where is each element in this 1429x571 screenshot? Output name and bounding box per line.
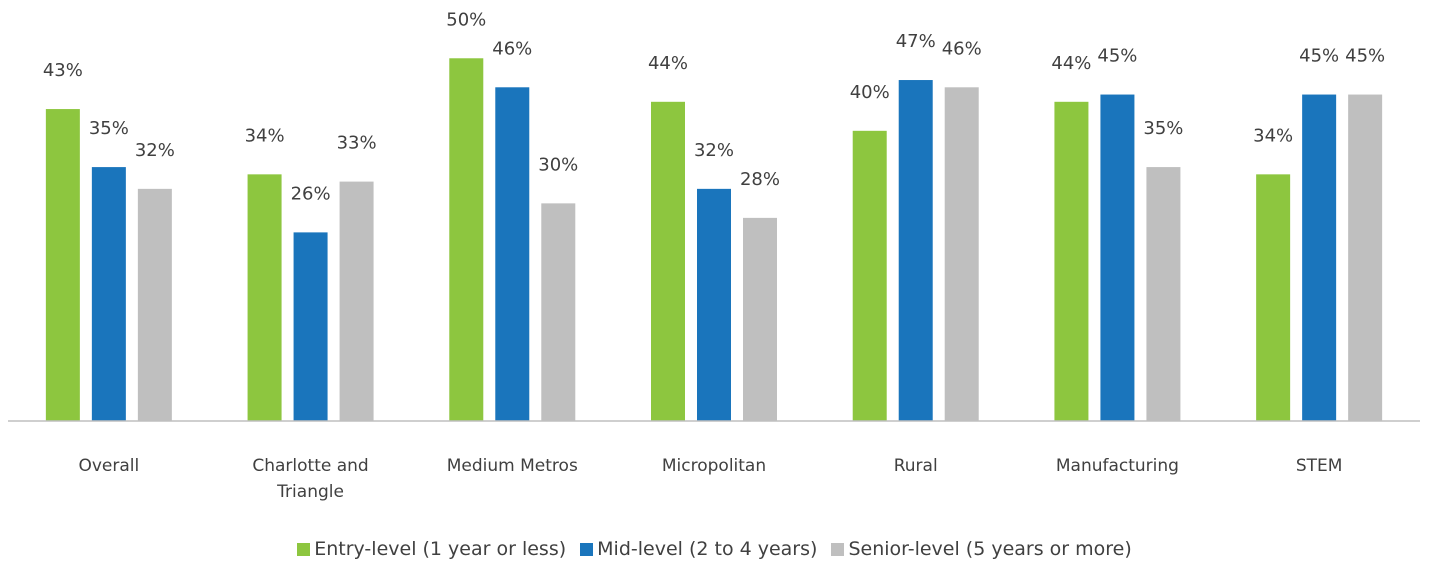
value-label: 30% [538, 154, 578, 175]
legend-item: Mid-level (2 to 4 years) [580, 538, 817, 560]
value-label: 46% [492, 38, 532, 59]
value-label: 34% [1253, 125, 1293, 146]
legend-item: Entry-level (1 year or less) [297, 538, 566, 560]
value-label: 40% [850, 82, 890, 103]
value-label: 34% [245, 125, 285, 146]
bar [697, 188, 731, 421]
x-tick-label: STEM [1295, 456, 1343, 476]
value-label: 35% [1143, 118, 1183, 139]
x-tick-label: Overall [78, 456, 140, 476]
legend-label: Entry-level (1 year or less) [314, 538, 567, 560]
bar [339, 181, 374, 421]
value-label: 32% [135, 140, 175, 161]
x-tick-label: Charlotte and Triangle [252, 456, 369, 502]
value-label: 45% [1097, 46, 1137, 67]
bar [1100, 94, 1135, 421]
bar [1348, 94, 1383, 421]
bar [137, 188, 172, 421]
x-tick-label: Micropolitan [661, 456, 767, 476]
bar [944, 87, 979, 422]
bar [1146, 167, 1181, 421]
value-label: 32% [694, 140, 734, 161]
value-label: 45% [1345, 46, 1385, 67]
bar [247, 174, 282, 421]
bar [651, 101, 685, 422]
bar [495, 87, 530, 422]
value-label: 33% [337, 133, 377, 154]
bar [541, 203, 576, 421]
bar [852, 130, 887, 421]
bar [1256, 174, 1291, 421]
value-label: 35% [89, 118, 129, 139]
value-label: 45% [1299, 46, 1339, 67]
legend-swatch [580, 542, 594, 556]
bar [898, 80, 933, 421]
value-label: 44% [648, 53, 688, 74]
legend: Entry-level (1 year or less) Mid-level (2… [0, 538, 1429, 560]
bar [449, 58, 484, 421]
value-label: 28% [740, 169, 780, 190]
legend-item: Senior-level (5 years or more) [831, 538, 1132, 560]
x-tick-label: Manufacturing [1055, 456, 1179, 476]
value-label: 46% [942, 38, 982, 59]
x-tick-label: Medium Metros [446, 456, 578, 476]
legend-label: Mid-level (2 to 4 years) [597, 538, 818, 560]
bar [91, 167, 126, 421]
legend-label: Senior-level (5 years or more) [848, 538, 1132, 560]
value-label: 50% [446, 9, 486, 30]
bar [1302, 94, 1337, 421]
bar [1054, 101, 1089, 422]
bar [45, 109, 80, 422]
bar [293, 232, 328, 421]
x-tick-label: Rural [893, 456, 938, 476]
value-label: 43% [43, 60, 83, 81]
value-label: 47% [896, 31, 936, 52]
bar [743, 217, 777, 421]
legend-swatch [297, 542, 311, 556]
value-label: 26% [291, 183, 331, 204]
legend-swatch [831, 542, 845, 556]
value-label: 44% [1051, 53, 1091, 74]
